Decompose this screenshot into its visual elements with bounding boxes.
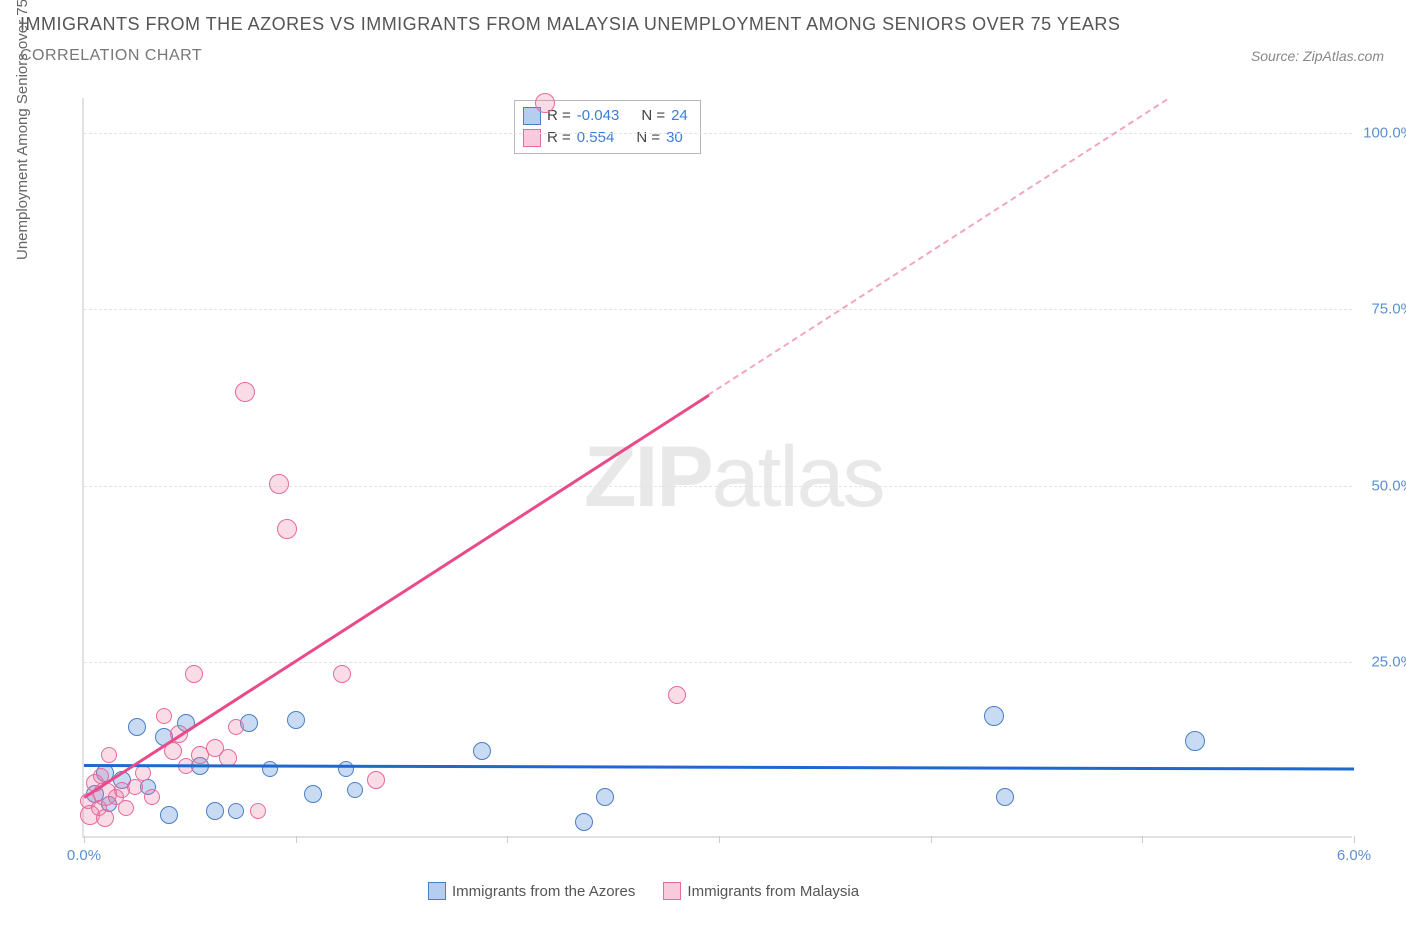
legend-swatch: [428, 882, 446, 900]
y-tick-label: 75.0%: [1371, 301, 1406, 318]
x-tick-label: 6.0%: [1337, 847, 1371, 864]
data-point: [984, 706, 1004, 726]
x-tick: [1142, 836, 1143, 843]
data-point: [235, 382, 255, 402]
data-point: [333, 665, 351, 683]
x-tick: [84, 836, 85, 843]
x-tick: [296, 836, 297, 843]
y-tick-label: 25.0%: [1371, 653, 1406, 670]
title-line-2: Correlation Chart: [20, 47, 1386, 65]
data-point: [101, 747, 117, 763]
gridline: [84, 309, 1352, 310]
data-point: [127, 779, 143, 795]
data-point: [575, 813, 593, 831]
x-tick: [719, 836, 720, 843]
legend-r-label: R =: [547, 127, 571, 149]
data-point: [338, 761, 354, 777]
plot-area: ZIPatlas R = -0.043 N = 24R = 0.554 N = 30…: [82, 98, 1352, 838]
data-point: [228, 719, 244, 735]
watermark-bold: ZIP: [584, 429, 712, 525]
watermark-light: atlas: [712, 429, 884, 525]
gridline: [84, 662, 1352, 663]
data-point: [367, 771, 385, 789]
data-point: [262, 761, 278, 777]
data-point: [277, 519, 297, 539]
x-tick-label: 0.0%: [67, 847, 101, 864]
data-point: [144, 789, 160, 805]
trend-line: [83, 394, 709, 798]
legend-row: R = 0.554 N = 30: [523, 127, 688, 149]
trend-line: [708, 98, 1169, 395]
title-line-1: Immigrants from the Azores vs Immigrants…: [20, 14, 1386, 35]
data-point: [1185, 731, 1205, 751]
x-tick: [931, 836, 932, 843]
data-point: [304, 785, 322, 803]
series-legend-item: Immigrants from the Azores: [428, 882, 635, 900]
legend-swatch: [523, 129, 541, 147]
chart-container: Unemployment Among Seniors over 75 years…: [58, 90, 1378, 870]
data-point: [287, 711, 305, 729]
data-point: [118, 800, 134, 816]
series-legend-item: Immigrants from Malaysia: [663, 882, 859, 900]
legend-swatch: [663, 882, 681, 900]
data-point: [535, 93, 555, 113]
legend-n-value: 24: [671, 105, 688, 127]
legend-r-value: 0.554: [577, 127, 615, 149]
legend-n-label: N =: [636, 127, 660, 149]
data-point: [596, 788, 614, 806]
data-point: [185, 665, 203, 683]
chart-title-block: Immigrants from the Azores vs Immigrants…: [0, 0, 1406, 65]
data-point: [156, 708, 172, 724]
data-point: [228, 803, 244, 819]
data-point: [96, 809, 114, 827]
data-point: [160, 806, 178, 824]
legend-r-value: -0.043: [577, 105, 620, 127]
x-tick: [1354, 836, 1355, 843]
data-point: [996, 788, 1014, 806]
series-legend: Immigrants from the Azores Immigrants fro…: [428, 882, 859, 900]
y-tick-label: 100.0%: [1363, 125, 1406, 142]
gridline: [84, 133, 1352, 134]
data-point: [347, 782, 363, 798]
data-point: [250, 803, 266, 819]
series-label: Immigrants from the Azores: [452, 883, 635, 900]
data-point: [269, 474, 289, 494]
data-point: [128, 718, 146, 736]
data-point: [668, 686, 686, 704]
series-label: Immigrants from Malaysia: [687, 883, 859, 900]
legend-n-value: 30: [666, 127, 683, 149]
y-tick-label: 50.0%: [1371, 477, 1406, 494]
legend-n-label: N =: [641, 105, 665, 127]
data-point: [206, 802, 224, 820]
y-axis-label: Unemployment Among Seniors over 75 years: [14, 0, 31, 260]
x-tick: [507, 836, 508, 843]
data-point: [473, 742, 491, 760]
watermark: ZIPatlas: [584, 428, 883, 527]
source-label: Source: ZipAtlas.com: [1251, 48, 1384, 64]
